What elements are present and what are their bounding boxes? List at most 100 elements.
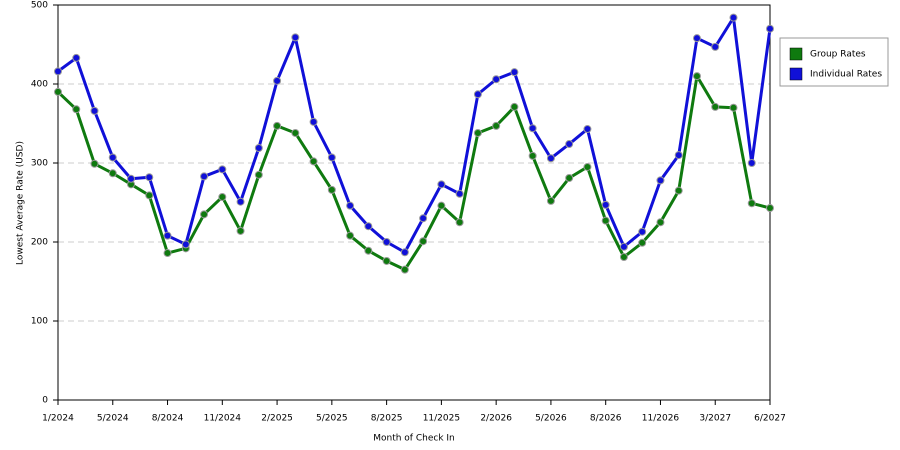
data-point	[90, 106, 99, 115]
data-point	[127, 174, 136, 183]
data-point	[382, 238, 391, 246]
series-line	[56, 74, 771, 272]
data-point	[400, 248, 409, 257]
x-tick-label: 2/2025	[261, 414, 293, 424]
data-point	[419, 214, 428, 223]
data-point	[254, 170, 263, 179]
data-point	[510, 102, 519, 111]
y-tick-label: 300	[31, 159, 48, 169]
data-point	[273, 76, 282, 85]
x-tick-label: 11/2026	[642, 414, 680, 424]
x-tick-label: 3/2027	[699, 414, 731, 424]
data-point	[674, 151, 683, 160]
data-point	[729, 13, 738, 22]
data-point	[656, 176, 665, 185]
data-point	[601, 216, 610, 225]
y-tick-label: 0	[42, 396, 48, 406]
data-point	[200, 172, 209, 181]
legend-swatch	[789, 67, 803, 81]
data-point	[382, 256, 391, 265]
x-tick-label: 1/2024	[42, 414, 74, 424]
x-tick-label: 11/2024	[204, 414, 242, 424]
data-point	[583, 162, 592, 171]
data-point	[656, 218, 665, 227]
data-point	[90, 159, 99, 168]
data-point	[309, 117, 318, 126]
data-point	[218, 192, 227, 201]
data-point	[236, 226, 245, 235]
data-point	[473, 90, 482, 99]
data-point	[54, 67, 62, 76]
data-point	[181, 240, 190, 249]
data-point	[565, 140, 574, 149]
data-point	[291, 33, 300, 42]
data-point	[473, 128, 482, 137]
data-point	[546, 154, 555, 163]
data-point	[163, 249, 172, 258]
x-tick-label: 2/2026	[480, 414, 512, 424]
data-point	[54, 87, 62, 96]
data-point	[400, 265, 409, 274]
data-point	[72, 53, 81, 62]
y-tick-label: 100	[31, 317, 48, 327]
data-point	[455, 189, 464, 198]
x-tick-label: 6/2027	[754, 414, 786, 424]
data-point	[236, 197, 245, 206]
data-point	[364, 222, 373, 231]
y-tick-label: 400	[31, 80, 48, 90]
data-point	[419, 237, 428, 246]
data-point	[254, 143, 263, 152]
data-point	[364, 246, 373, 255]
data-point	[437, 201, 446, 210]
data-point	[638, 227, 647, 236]
data-point	[327, 153, 336, 162]
data-point	[309, 157, 318, 166]
data-point	[455, 218, 464, 227]
data-point	[692, 72, 701, 81]
plot-frame	[57, 4, 771, 401]
data-point	[747, 159, 756, 167]
series-line	[57, 16, 772, 254]
x-axis-label: Month of Check In	[373, 434, 455, 444]
data-point	[492, 121, 501, 130]
data-point	[437, 180, 446, 189]
x-tick-label: 11/2025	[423, 414, 460, 424]
x-tick-label: 5/2025	[316, 414, 348, 424]
x-tick-label: 5/2024	[97, 414, 129, 424]
data-point	[346, 201, 355, 210]
data-point	[638, 238, 647, 247]
data-point	[711, 42, 720, 51]
data-point	[729, 103, 738, 112]
y-tick-label: 500	[31, 1, 48, 11]
data-point	[692, 34, 701, 43]
data-point	[492, 75, 501, 84]
data-point	[200, 210, 209, 219]
y-tick-label: 200	[31, 238, 48, 248]
data-point	[218, 165, 227, 174]
data-point	[510, 68, 519, 77]
data-point	[346, 231, 355, 240]
data-point	[108, 153, 117, 162]
data-point	[528, 124, 537, 133]
data-point	[327, 185, 336, 194]
y-axis-label: Lowest Average Rate (USD)	[16, 141, 26, 265]
x-tick-label: 8/2024	[152, 414, 184, 424]
data-point	[711, 102, 720, 111]
data-point	[766, 24, 774, 33]
data-point	[163, 231, 172, 240]
data-point	[766, 204, 774, 213]
data-point	[546, 196, 555, 205]
data-point	[273, 121, 282, 130]
data-point	[619, 253, 628, 262]
data-point	[291, 128, 300, 137]
data-point	[674, 186, 683, 195]
legend-label: Individual Rates	[810, 70, 882, 80]
data-point	[72, 105, 81, 114]
data-point	[619, 242, 628, 251]
legend-label: Group Rates	[810, 50, 866, 60]
x-tick-label: 5/2026	[535, 414, 567, 424]
data-point	[565, 174, 574, 183]
data-point	[528, 151, 537, 160]
data-point	[108, 169, 117, 178]
